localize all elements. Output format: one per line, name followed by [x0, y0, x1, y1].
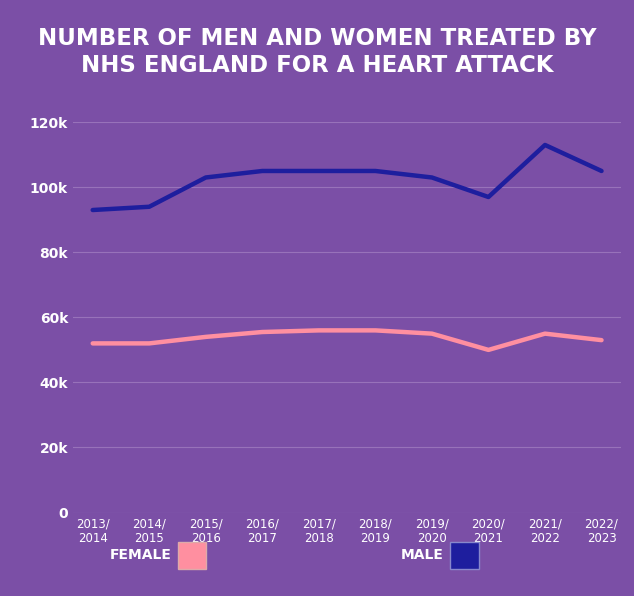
Text: MALE: MALE [401, 548, 444, 562]
FancyBboxPatch shape [450, 542, 479, 569]
Text: FEMALE: FEMALE [109, 548, 171, 562]
Text: NUMBER OF MEN AND WOMEN TREATED BY
NHS ENGLAND FOR A HEART ATTACK: NUMBER OF MEN AND WOMEN TREATED BY NHS E… [38, 27, 596, 77]
FancyBboxPatch shape [178, 542, 206, 569]
